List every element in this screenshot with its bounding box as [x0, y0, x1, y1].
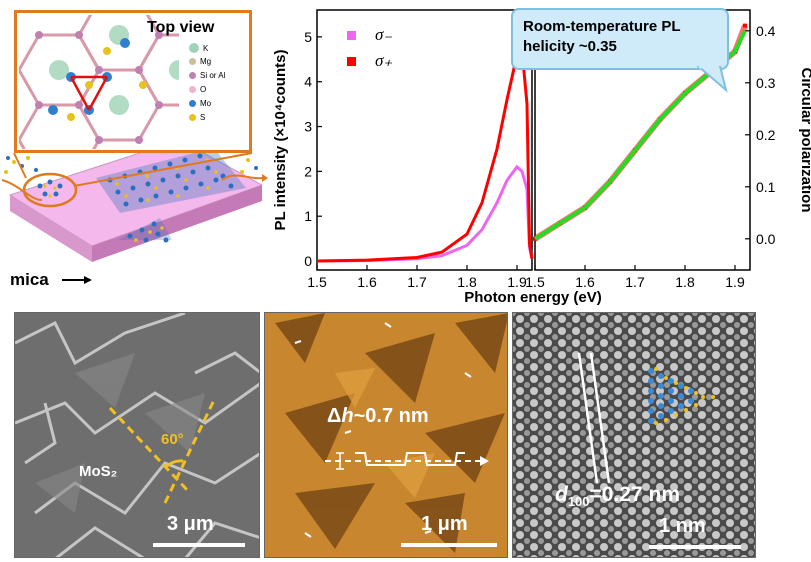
stem-scale-label: 1 nm — [659, 515, 706, 537]
afm-scale-label: 1 μm — [421, 513, 468, 535]
y-tick-label: 4 — [304, 74, 312, 90]
mica-front-face — [92, 185, 262, 262]
sem-texture — [15, 313, 259, 557]
legend-item-si-or-al: Si or Al — [189, 71, 225, 80]
y-tick-label: 5 — [304, 29, 312, 45]
sem-image-panel: 60° MoS₂ 3 μm — [14, 312, 260, 558]
edge-line-2 — [163, 397, 217, 504]
y-tick-label: 2 — [304, 163, 312, 179]
flow-arrowhead — [262, 174, 268, 182]
legend-item-s: S — [189, 113, 205, 122]
y-tick-label: 0.1 — [756, 179, 776, 195]
x-tick-label: 1.9 — [725, 274, 745, 290]
flow-arrow-right — [221, 174, 263, 181]
series-line-0 — [316, 164, 534, 263]
legend-label: O — [200, 85, 207, 94]
y-tick-label: 1 — [304, 208, 312, 224]
afm-texture — [265, 313, 507, 557]
plot-frame — [316, 9, 533, 271]
legend-label: σ₋ — [375, 25, 392, 44]
sem-scale-bar — [153, 543, 245, 547]
afm-height-profile — [325, 452, 489, 470]
chart-legend: σ₋ σ₊ — [347, 25, 392, 70]
mica-pointer-arrowhead — [84, 276, 92, 284]
precursor-molecules-left — [4, 156, 38, 174]
x-tick-label: 1.6 — [575, 274, 595, 290]
precursor-molecules-right — [240, 158, 258, 174]
x-tick-label: 1.5 — [307, 274, 327, 290]
pl-spectra-chart: 1.5 1.6 1.7 1.8 1.9 0 1 2 3 4 5 1.5 1.6 1.7 1.8 1.9 0.0… — [272, 9, 811, 306]
legend-label: Mg — [200, 57, 212, 66]
height-label: Δh~0.7 nm — [327, 405, 429, 427]
legend-swatch — [189, 86, 196, 93]
legend-swatch — [189, 100, 196, 107]
angle-arc — [163, 459, 184, 470]
schematic-illustration — [1, 139, 268, 284]
zoom-connector-left — [13, 152, 27, 179]
legend-item-mo: Mo — [189, 99, 211, 108]
helicity-annotation: Room-temperature PL helicity ~0.35 — [523, 18, 681, 55]
stem-image-panel: d100=0.27 nm 1 nm — [512, 312, 756, 558]
helicity-callout: Room-temperature PL helicity ~0.35 — [511, 8, 729, 70]
callout-tail — [696, 66, 728, 93]
x-tick-label: 1.5 — [525, 274, 545, 290]
x-tick-label: 1.9 — [507, 274, 527, 290]
y-axis-label-left: PL intensity (×10⁴counts) — [272, 50, 289, 231]
y-axis-label-right: Circular polarization — [798, 67, 811, 212]
flow-arrow-left — [1, 179, 43, 201]
stem-lattice — [513, 313, 755, 557]
lattice-top-view — [19, 15, 179, 149]
legend-swatch — [189, 72, 196, 79]
afm-image-panel: Δh~0.7 nm 1 μm — [264, 312, 508, 558]
y-tick-label: 3 — [304, 119, 312, 135]
legend-swatch — [347, 31, 356, 40]
legend-swatch — [189, 43, 199, 53]
atomic-model-overlay — [648, 367, 715, 425]
legend-swatch — [189, 58, 196, 65]
mos2-flake-small — [118, 218, 172, 243]
legend-item-k: K — [189, 43, 208, 53]
sem-scale-label: 3 μm — [167, 513, 214, 535]
y-tick-label: 0 — [304, 253, 312, 269]
x-tick-label: 1.7 — [407, 274, 427, 290]
x-tick-label: 1.8 — [457, 274, 477, 290]
y-tick-label: 0.2 — [756, 127, 776, 143]
afm-scale-bar — [401, 543, 497, 547]
legend-label: Mo — [200, 99, 212, 108]
y-tick-label: 0.4 — [756, 23, 776, 39]
pl-intensity-panel: 1.5 1.6 1.7 1.8 1.9 0 1 2 3 4 5 — [304, 9, 534, 290]
legend-label: K — [203, 43, 209, 53]
legend-item-mg: Mg — [189, 57, 211, 66]
mos2-flake-circled — [22, 172, 78, 208]
mica-side-face — [10, 195, 92, 262]
legend-label: S — [200, 113, 206, 122]
x-axis-label: Photon energy (eV) — [464, 289, 602, 306]
legend-label: σ₊ — [375, 51, 392, 70]
lattice-line-1 — [577, 352, 599, 484]
stem-scale-bar — [649, 545, 741, 549]
inset-title: Top view — [147, 19, 215, 36]
spacing-label: d100=0.27 nm — [555, 483, 681, 510]
top-view-inset: Top view K Mg Si or Al O Mo S — [14, 10, 252, 153]
x-tick-label: 1.7 — [625, 274, 645, 290]
lattice-line-2 — [589, 352, 611, 484]
legend-item-o: O — [189, 85, 206, 94]
legend-swatch — [347, 57, 356, 66]
y-tick-label: 0.0 — [756, 231, 776, 247]
y-tick-label: 0.3 — [756, 75, 776, 91]
angle-label: 60° — [161, 431, 184, 448]
series-line-1 — [316, 47, 534, 263]
mica-label: mica — [10, 270, 49, 289]
legend-label: Si or Al — [200, 71, 226, 80]
zoom-connector-right — [73, 152, 253, 187]
x-tick-label: 1.8 — [675, 274, 695, 290]
material-label: MoS₂ — [79, 463, 118, 480]
legend-swatch — [189, 114, 196, 121]
x-tick-label: 1.6 — [357, 274, 377, 290]
